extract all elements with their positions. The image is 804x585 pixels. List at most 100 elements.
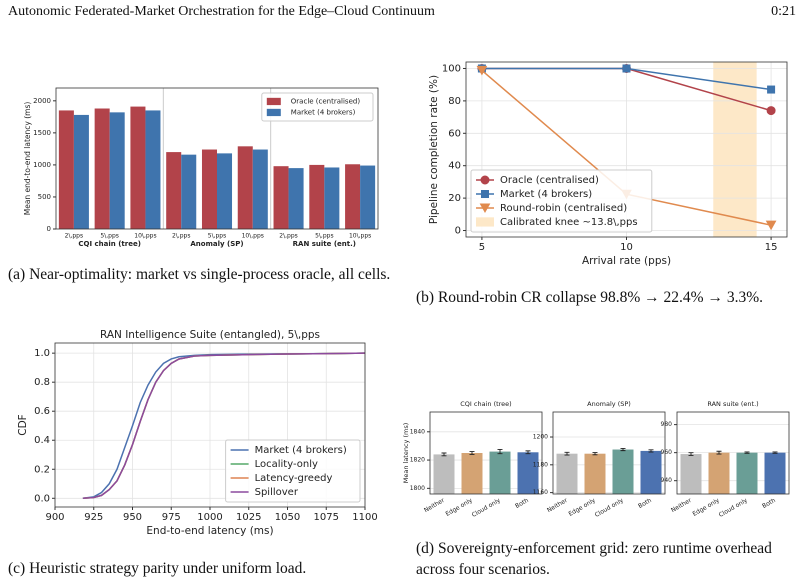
chart-title: RAN suite (ent.): [707, 400, 758, 408]
bar: [273, 166, 289, 229]
y-axis-label: Mean latency (ms): [402, 423, 410, 484]
bar: [345, 164, 361, 229]
error-bar: [648, 449, 654, 453]
error-bar: [716, 450, 722, 455]
x-tick-label: 2\,pps: [172, 233, 191, 240]
bar: [94, 108, 110, 229]
x-tick-label: Neither: [670, 497, 693, 514]
y-tick-label: 0.4: [34, 435, 50, 446]
marker: [767, 85, 776, 94]
y-tick-label: 20: [448, 193, 461, 204]
bar: [109, 112, 125, 229]
chart-title: Anomaly (SP): [587, 400, 631, 408]
legend-label: Calibrated knee ~13.8\,pps: [500, 217, 638, 228]
y-axis-label: Mean end-to-end latency (ms): [23, 102, 32, 216]
bar: [201, 149, 217, 229]
x-tick-label: 10\,pps: [349, 233, 371, 240]
bar: [433, 454, 455, 494]
caption: (a) Near-optimality: market vs single-pr…: [8, 266, 391, 283]
bar: [680, 454, 702, 494]
legend-label: Locality-only: [255, 459, 318, 470]
marker: [480, 175, 490, 185]
y-tick-label: 500: [38, 193, 51, 201]
error-bar: [688, 452, 694, 456]
marker: [765, 220, 777, 231]
error-bar: [592, 452, 598, 456]
x-tick-label: Both: [761, 497, 777, 510]
plot-frame: [429, 411, 543, 495]
x-tick-label: 950: [123, 512, 142, 523]
legend-box: [225, 439, 361, 503]
line: [82, 352, 366, 500]
shaded-region: [713, 62, 757, 237]
bar: [640, 450, 662, 494]
bar: [360, 165, 376, 229]
error-bar: [441, 452, 447, 457]
legend-label: Oracle (centralised): [500, 175, 599, 186]
x-tick-label: 2\,pps: [65, 233, 84, 240]
caption: (b) Round-robin CR collapse 98.8% → 22.4…: [416, 289, 763, 306]
chart-title: CQI chain (tree): [460, 400, 511, 408]
marker: [481, 190, 489, 198]
plot-frame: [465, 61, 788, 238]
y-tick-label: 80: [448, 96, 461, 107]
y-tick-label: 1500: [33, 129, 51, 137]
x-tick-label: Cloud only: [718, 497, 749, 519]
bar: [708, 452, 730, 494]
y-tick-label: 0: [455, 226, 461, 237]
y-tick-label: 960: [661, 449, 673, 456]
x-tick-label: 1100: [352, 512, 377, 523]
y-tick-label: 1200: [533, 434, 548, 441]
x-tick-label: 925: [84, 512, 103, 523]
x-tick-label: 900: [45, 512, 64, 523]
marker: [476, 65, 488, 76]
x-tick-label: Edge only: [568, 497, 598, 518]
marker: [479, 203, 491, 214]
bar: [237, 146, 253, 229]
caption: (d) Sovereignty-enforcement grid: zero r…: [416, 540, 772, 578]
y-tick-label: 940: [661, 477, 673, 484]
bar: [288, 168, 304, 229]
bar: [517, 452, 539, 494]
y-tick-label: 1840: [410, 428, 425, 435]
x-tick-label: 5: [479, 242, 485, 253]
x-axis-label: Arrival rate (pps): [582, 255, 671, 267]
bar: [736, 452, 758, 494]
y-axis-label: Pipeline completion rate (%): [428, 75, 440, 224]
y-tick-label: 1160: [533, 489, 548, 496]
x-tick-label: 1025: [236, 512, 261, 523]
x-tick-label: 975: [162, 512, 181, 523]
bar: [764, 452, 786, 494]
y-tick-label: 2000: [33, 97, 51, 105]
plot-frame: [676, 411, 790, 495]
plot-frame: [55, 87, 379, 230]
y-axis-label: CDF: [17, 414, 29, 435]
group-label: RAN suite (ent.): [293, 240, 356, 248]
x-tick-label: Cloud only: [594, 497, 625, 519]
y-tick-label: 1.0: [34, 348, 50, 359]
x-tick-label: Neither: [423, 497, 446, 514]
y-tick-label: 1180: [533, 461, 548, 468]
plot-frame: [54, 342, 366, 508]
plot-frame: [552, 411, 666, 495]
y-tick-label: 40: [448, 161, 461, 172]
x-tick-label: 5\,pps: [315, 233, 334, 240]
y-tick-label: 0.8: [34, 377, 50, 388]
bar: [489, 451, 511, 494]
legend-swatch: [266, 97, 281, 106]
legend-label: Market (4 brokers): [255, 445, 347, 456]
bar: [612, 449, 634, 494]
bar: [309, 164, 325, 229]
marker: [622, 64, 631, 73]
error-bar: [497, 449, 503, 455]
y-tick-label: 980: [661, 421, 673, 428]
y-tick-label: 0.0: [34, 493, 50, 504]
legend-label: Market (4 brokers): [500, 189, 592, 200]
bar: [145, 110, 161, 229]
x-axis-label: End-to-end latency (ms): [146, 525, 273, 537]
error-bar: [469, 451, 475, 455]
x-tick-label: 15: [765, 242, 778, 253]
x-tick-label: Both: [514, 497, 530, 510]
y-tick-label: 1000: [33, 161, 51, 169]
